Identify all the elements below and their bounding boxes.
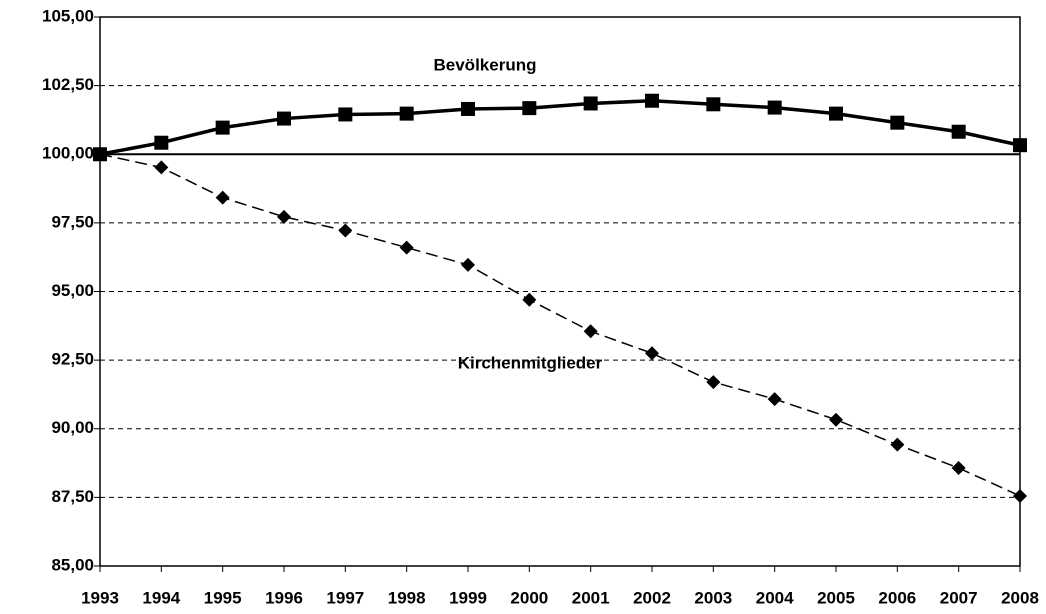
x-tick-label: 2007 [940, 588, 978, 607]
marker [890, 115, 905, 130]
x-tick-label: 2005 [817, 588, 855, 607]
marker [93, 147, 107, 162]
y-tick-label: 92,50 [51, 350, 94, 369]
x-tick-label: 2004 [756, 588, 794, 607]
marker [522, 292, 537, 307]
marker [215, 120, 230, 135]
marker [706, 375, 721, 390]
marker [522, 101, 537, 116]
y-tick-label: 85,00 [51, 555, 94, 574]
marker [645, 346, 659, 361]
marker [829, 106, 843, 121]
x-tick-label: 1999 [449, 588, 487, 607]
x-tick-label: 2008 [1001, 588, 1039, 607]
marker [767, 392, 782, 407]
y-tick-label: 95,00 [51, 281, 94, 300]
marker [461, 257, 475, 272]
marker [215, 190, 230, 205]
marker [399, 240, 414, 255]
x-tick-label: 1993 [81, 588, 119, 607]
marker [583, 96, 598, 111]
marker [399, 106, 414, 121]
series-label: Bevölkerung [434, 55, 537, 74]
marker [645, 93, 659, 108]
marker [338, 223, 353, 238]
marker [1013, 489, 1027, 504]
x-tick-label: 2003 [694, 588, 732, 607]
y-tick-label: 100,00 [42, 144, 94, 163]
marker [277, 209, 291, 224]
x-tick-label: 2000 [510, 588, 548, 607]
series-line [99, 98, 1021, 156]
y-tick-label: 87,50 [51, 487, 94, 506]
x-tick-label: 1995 [204, 588, 242, 607]
marker [706, 97, 721, 112]
marker [461, 101, 475, 116]
marker [154, 160, 169, 175]
x-tick-label: 2002 [633, 588, 671, 607]
y-tick-label: 90,00 [51, 418, 94, 437]
x-tick-label: 1998 [388, 588, 426, 607]
x-tick-label: 1997 [326, 588, 364, 607]
marker [583, 324, 598, 339]
y-tick-label: 97,50 [51, 212, 94, 231]
series-label: Kirchenmitglieder [458, 353, 603, 372]
marker [951, 461, 966, 476]
x-tick-label: 1994 [142, 588, 180, 607]
x-tick-label: 1996 [265, 588, 303, 607]
x-tick-label: 2006 [878, 588, 916, 607]
marker [767, 100, 782, 115]
y-tick-label: 105,00 [42, 6, 94, 25]
marker [338, 107, 353, 122]
marker [277, 111, 291, 126]
marker [1013, 138, 1027, 153]
x-tick-label: 2001 [572, 588, 610, 607]
marker [890, 437, 905, 452]
series-line [99, 153, 1021, 497]
marker [829, 412, 843, 427]
y-tick-label: 102,50 [42, 75, 94, 94]
marker [154, 135, 169, 150]
marker [951, 124, 966, 139]
